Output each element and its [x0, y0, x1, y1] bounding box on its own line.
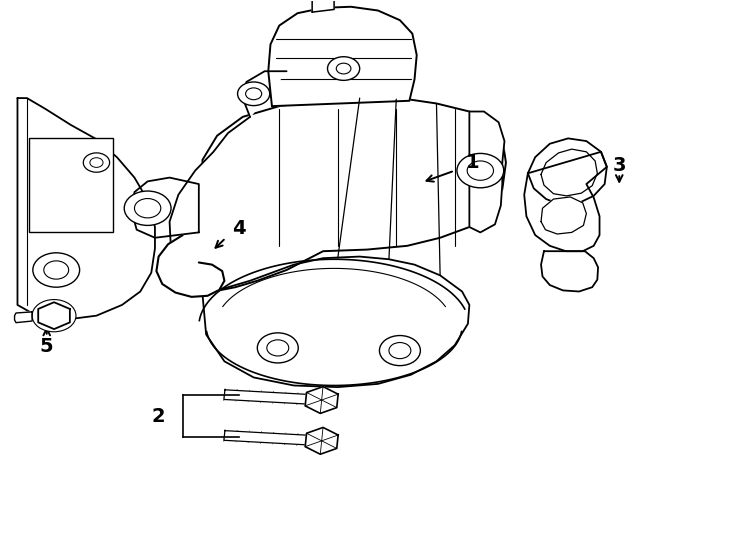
Text: 1: 1 — [466, 153, 480, 172]
Circle shape — [379, 335, 421, 366]
Text: 4: 4 — [232, 219, 246, 238]
Text: 3: 3 — [612, 156, 626, 175]
Polygon shape — [312, 0, 334, 12]
Circle shape — [124, 191, 171, 225]
Circle shape — [33, 253, 79, 287]
Circle shape — [327, 57, 360, 80]
Polygon shape — [18, 98, 155, 320]
Circle shape — [238, 82, 270, 106]
Polygon shape — [170, 117, 250, 294]
Polygon shape — [541, 251, 598, 292]
Polygon shape — [203, 256, 469, 387]
Polygon shape — [131, 178, 199, 238]
Circle shape — [457, 153, 504, 188]
Polygon shape — [541, 197, 586, 234]
Polygon shape — [243, 71, 286, 117]
Polygon shape — [305, 387, 338, 414]
Polygon shape — [469, 112, 504, 232]
Polygon shape — [156, 235, 225, 297]
Polygon shape — [524, 152, 607, 251]
Polygon shape — [305, 428, 338, 454]
Polygon shape — [224, 430, 322, 445]
Circle shape — [83, 153, 109, 172]
Polygon shape — [38, 302, 70, 329]
Text: 5: 5 — [40, 337, 54, 356]
Polygon shape — [269, 7, 417, 106]
Polygon shape — [224, 390, 322, 405]
Polygon shape — [203, 98, 506, 294]
Polygon shape — [541, 149, 597, 196]
Circle shape — [32, 300, 76, 332]
Polygon shape — [15, 312, 32, 322]
Polygon shape — [528, 138, 607, 205]
Circle shape — [258, 333, 298, 363]
Bar — [29, 138, 113, 232]
Text: 2: 2 — [152, 407, 165, 426]
